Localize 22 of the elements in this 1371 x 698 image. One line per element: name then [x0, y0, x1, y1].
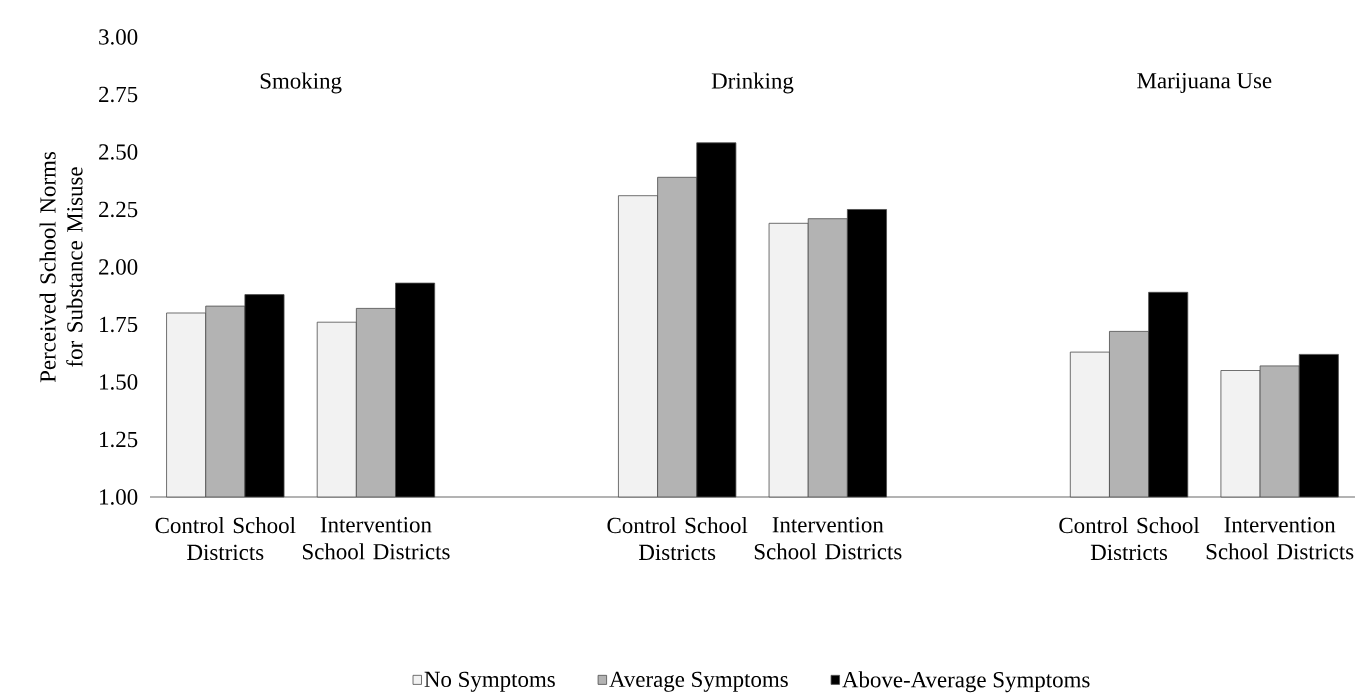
annotation: Smoking — [260, 72, 342, 94]
x-tick-label: Control School Districts — [607, 517, 748, 561]
y-tick-label: 2.00 — [99, 259, 138, 275]
y-tick-label: 1.50 — [100, 374, 138, 390]
x-tick-label: Intervention School Districts — [302, 517, 450, 560]
y-tick-label: 1.75 — [100, 316, 138, 333]
y-tick-label: 2.50 — [99, 144, 138, 160]
x-tick-label: Intervention School Districts — [1206, 517, 1354, 560]
y-axis-title: Perceived School Norms for Substance Misuse — [39, 152, 83, 383]
x-tick-label: Intervention School Districts — [754, 517, 902, 560]
legend-label: No Symptoms — [424, 671, 555, 692]
annotation: Drinking — [711, 72, 794, 94]
legend-label: Above-Average Symptoms — [842, 671, 1090, 693]
x-tick-label: Control School Districts — [1059, 517, 1200, 561]
x-tick-label: Control School Districts — [155, 517, 296, 561]
y-tick-label: 1.25 — [100, 431, 138, 448]
y-tick-label: 2.75 — [99, 86, 138, 103]
y-tick-label: 3.00 — [99, 29, 138, 45]
annotation: Marijuana Use — [1137, 72, 1272, 94]
y-tick-label: 1.00 — [100, 489, 138, 505]
legend-label: Average Symptoms — [609, 671, 788, 692]
y-tick-label: 2.25 — [99, 201, 138, 218]
